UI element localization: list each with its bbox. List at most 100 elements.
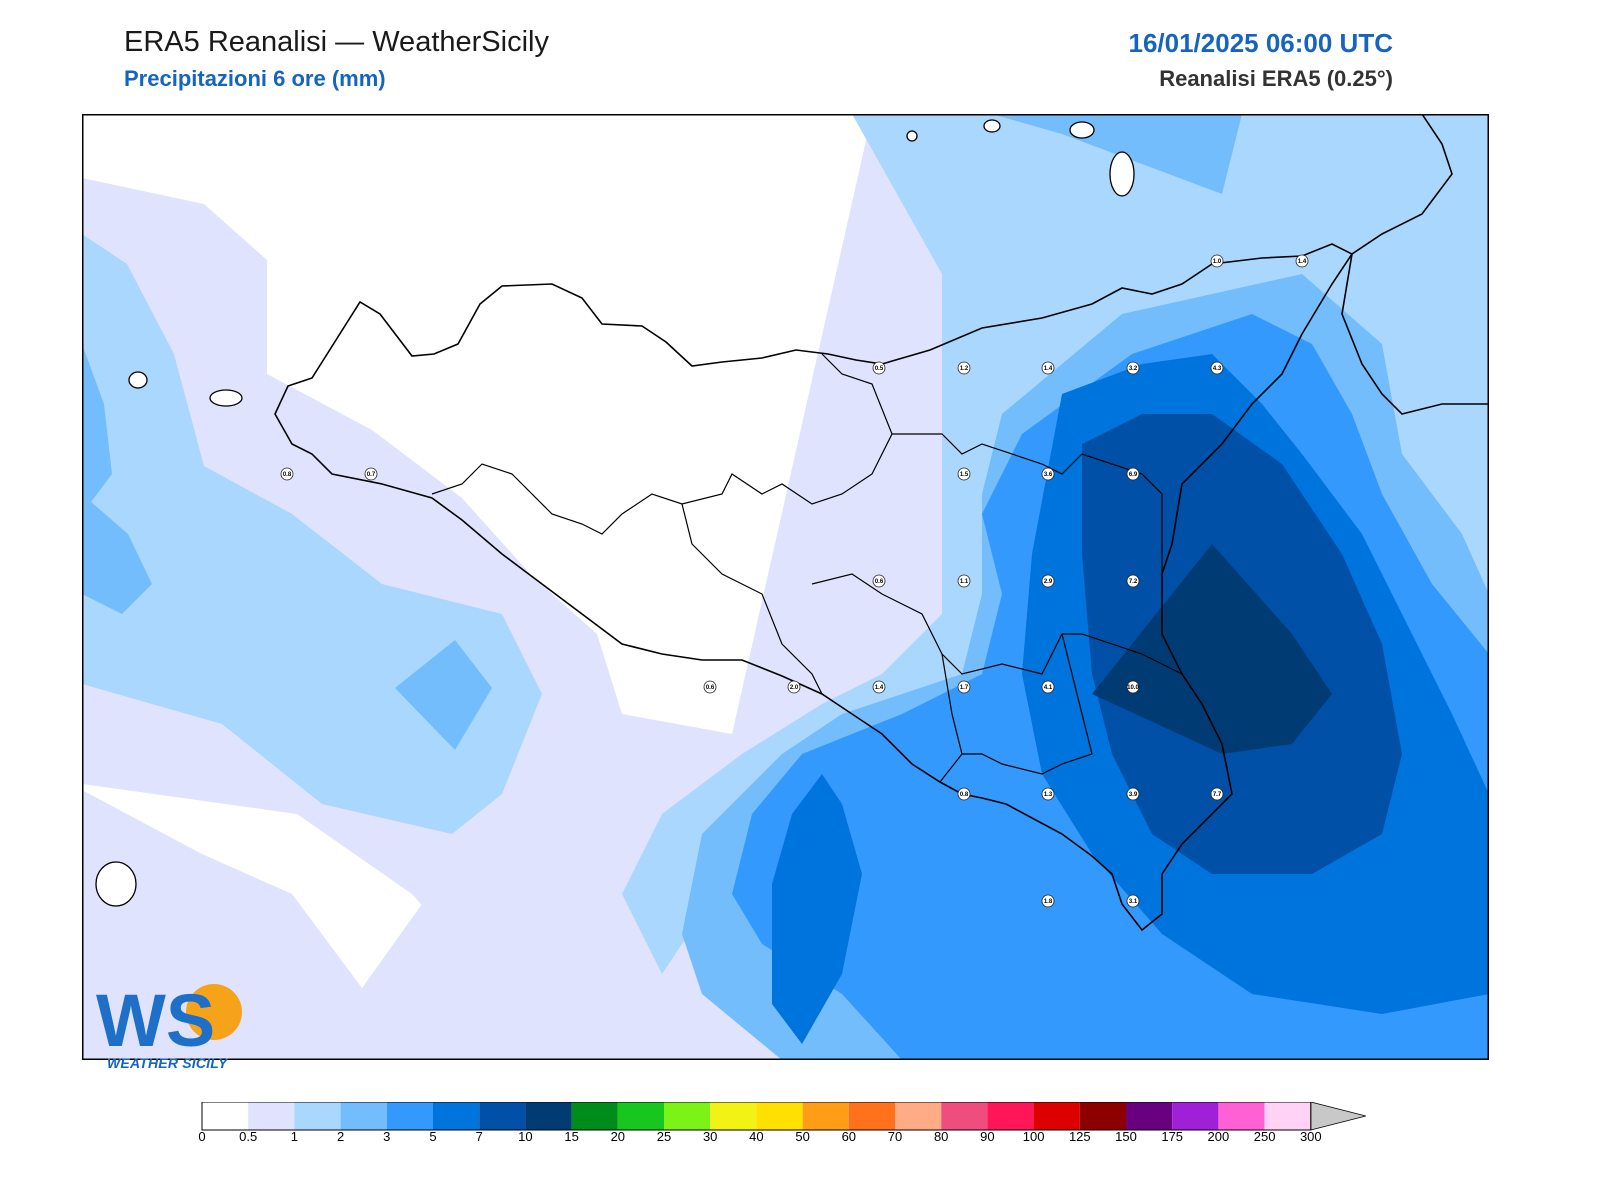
field-2-diamond: [395, 640, 492, 750]
value-marker: 7.2: [1126, 574, 1140, 588]
island-vulcano: [1109, 151, 1135, 197]
island-marettimo: [128, 371, 148, 389]
colorbar-tick-label: 25: [657, 1129, 671, 1142]
value-label: 3.2: [1129, 366, 1138, 372]
value-marker: 0.8: [957, 787, 971, 801]
value-label: 1.1: [960, 579, 969, 585]
value-marker: 10.0: [1126, 680, 1139, 694]
value-label: 2.0: [790, 685, 799, 691]
island-favignana: [209, 389, 243, 407]
island-alicudi: [906, 130, 918, 142]
field-5-south: [772, 774, 862, 1044]
valid-datetime: 16/01/2025 06:00 UTC: [1128, 28, 1393, 58]
value-label: 0.5: [875, 366, 884, 372]
value-label: 10.0: [1127, 685, 1139, 691]
colorbar-tick-label: 5: [429, 1129, 436, 1142]
colorbar-tick-label: 125: [1069, 1129, 1091, 1142]
value-label: 1.4: [1298, 259, 1307, 265]
value-label: 1.2: [960, 366, 969, 372]
province-border-3: [681, 503, 823, 695]
value-marker: 4.1: [1041, 680, 1055, 694]
value-label: 7.2: [1129, 579, 1138, 585]
colorbar-cell: [756, 1102, 803, 1130]
value-marker: 3.1: [1126, 894, 1140, 908]
colorbar-tick-label: 100: [1023, 1129, 1045, 1142]
value-marker: 2.0: [787, 680, 801, 694]
value-marker: 1.4: [1295, 254, 1309, 268]
map-subtitle: Precipitazioni 6 ore (mm): [124, 66, 386, 91]
value-label: 0.6: [706, 685, 715, 691]
colorbar-tick-label: 150: [1115, 1129, 1137, 1142]
value-marker: 2.9: [1041, 574, 1055, 588]
value-label: 0.8: [960, 792, 969, 798]
colorbar-cell: [386, 1102, 433, 1130]
value-marker: 1.1: [957, 574, 971, 588]
island-salina: [983, 119, 1001, 133]
colorbar-cell: [571, 1102, 618, 1130]
colorbar-cell: [710, 1102, 757, 1130]
colorbar-tick-label: 250: [1254, 1129, 1276, 1142]
value-label: 3.6: [1044, 472, 1053, 478]
value-label: 1.4: [875, 685, 884, 691]
calabria-coastline: [1341, 114, 1489, 415]
logo-text: WEATHER SICILY: [107, 1055, 228, 1071]
value-marker: 0.5: [872, 361, 886, 375]
colorbar-cell: [248, 1102, 295, 1130]
value-label: 0.7: [367, 472, 376, 478]
value-label: 1.0: [1213, 259, 1222, 265]
precipitation-map: 0.8 0.7 0.5 1.2 1.4 3.2 4.3 1.0 1.4 1.5 3.6 6.9 0.6 1…: [82, 114, 1489, 1060]
colorbar-cell: [525, 1102, 572, 1130]
field-2-w2: [82, 494, 152, 614]
island-pantelleria: [95, 861, 137, 907]
value-marker: 1.7: [957, 680, 971, 694]
value-label: 1.7: [960, 685, 969, 691]
colorbar-tick-label: 60: [842, 1129, 856, 1142]
value-label: 6.9: [1129, 472, 1138, 478]
value-label: 1.5: [960, 472, 969, 478]
colorbar-tick-label: 175: [1161, 1129, 1183, 1142]
colorbar-tick-label: 70: [888, 1129, 902, 1142]
colorbar-cell: [848, 1102, 895, 1130]
value-label: 4.1: [1044, 685, 1053, 691]
colorbar-cell: [1218, 1102, 1265, 1130]
value-marker: 3.9: [1126, 787, 1140, 801]
value-marker: 1.3: [1041, 787, 1055, 801]
value-label: 7.7: [1213, 792, 1222, 798]
value-label: 0.6: [875, 579, 884, 585]
value-label: 1.3: [1044, 792, 1053, 798]
colorbar-tick-label: 80: [934, 1129, 948, 1142]
colorbar-cell: [664, 1102, 711, 1130]
value-label: 2.9: [1044, 579, 1053, 585]
colorbar-tick-label: 300: [1300, 1129, 1322, 1142]
colorbar-cell: [617, 1102, 664, 1130]
colorbar-cell: [1172, 1102, 1219, 1130]
map-frame: [82, 114, 1489, 1060]
field-2-west: [82, 344, 112, 514]
colorbar-cell: [202, 1102, 249, 1130]
value-marker: 3.2: [1126, 361, 1140, 375]
value-marker: 1.4: [872, 680, 886, 694]
weathersicily-logo: WS: [96, 980, 242, 1052]
field-10: [1092, 544, 1332, 754]
model-label: Reanalisi ERA5 (0.25°): [1159, 66, 1393, 91]
colorbar-cell: [340, 1102, 387, 1130]
colorbar-tick-label: 0: [198, 1129, 205, 1142]
province-border-4: [811, 573, 1183, 675]
colorbar-cell: [479, 1102, 526, 1130]
colorbar-cell: [1264, 1102, 1311, 1130]
colorbar-cell: [941, 1102, 988, 1130]
colorbar-tick-label: 20: [611, 1129, 625, 1142]
province-border-2: [892, 433, 1163, 574]
value-marker: 0.6: [872, 574, 886, 588]
colorbar-cell: [1033, 1102, 1080, 1130]
value-label: 0.8: [283, 472, 292, 478]
value-marker: 0.6: [703, 680, 717, 694]
colorbar-tick-label: 30: [703, 1129, 717, 1142]
value-marker: 1.2: [957, 361, 971, 375]
value-markers: 0.8 0.7 0.5 1.2 1.4 3.2 4.3 1.0 1.4 1.5 3.6 6.9 0.6 1…: [280, 254, 1309, 908]
colorbar-tick-label: 40: [749, 1129, 763, 1142]
colorbar-cell: [1126, 1102, 1173, 1130]
colorbar-frame: [201, 1102, 1312, 1131]
colorbar-cell: [433, 1102, 480, 1130]
colorbar-tick-label: 10: [518, 1129, 532, 1142]
